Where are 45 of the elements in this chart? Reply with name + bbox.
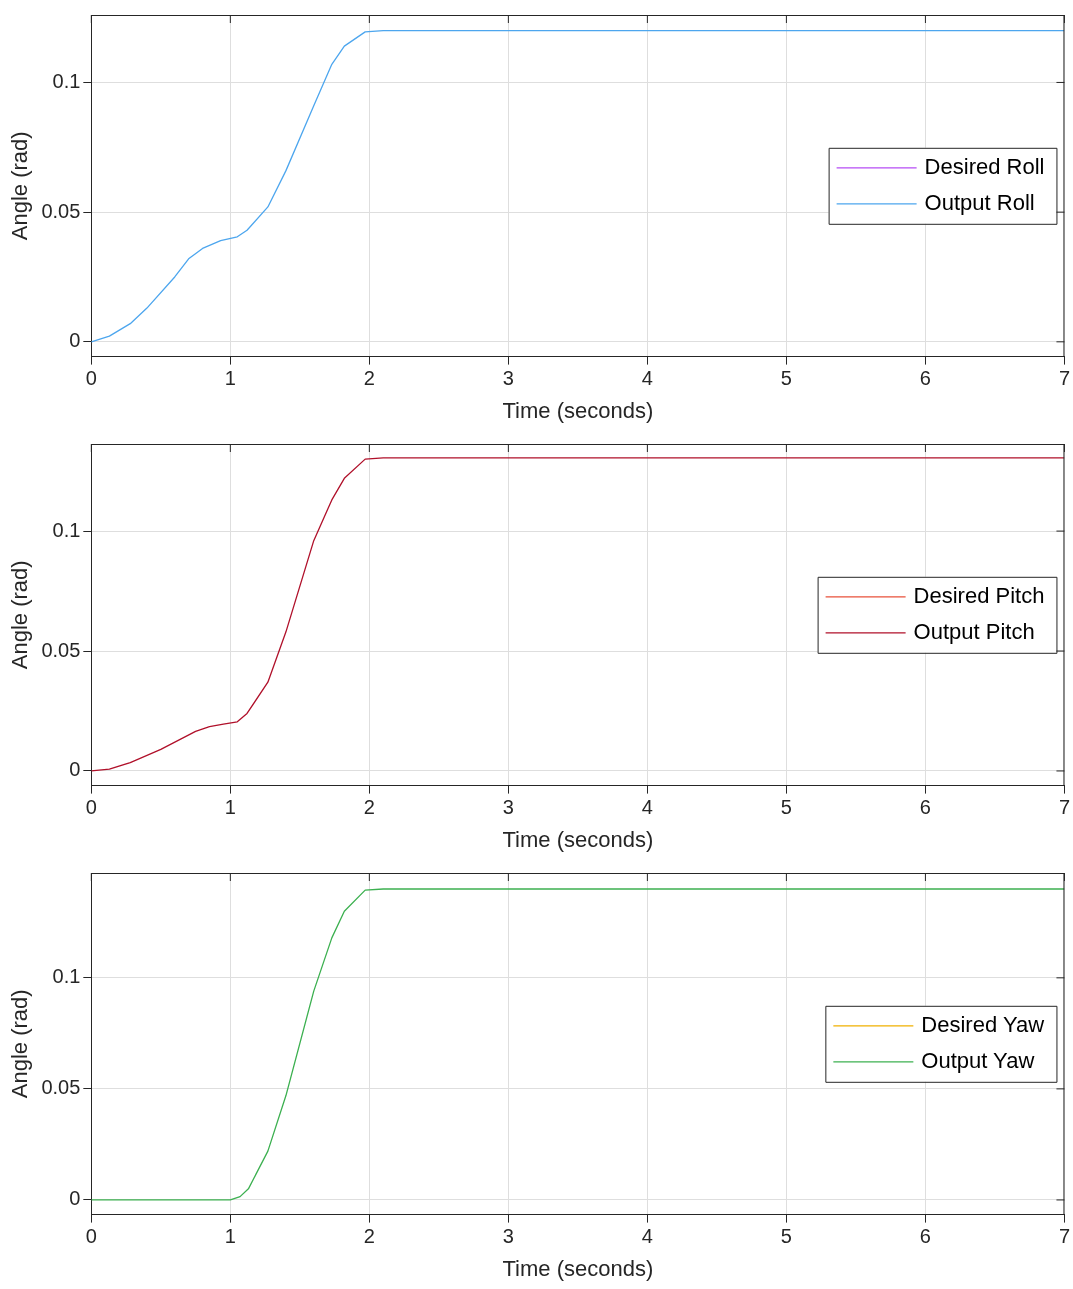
x-tick-label: 2 xyxy=(363,1225,375,1248)
y-axis-title: Angle (rad) xyxy=(7,131,33,241)
x-tick-label: 7 xyxy=(1058,367,1070,390)
x-tick-label: 4 xyxy=(641,796,653,819)
x-tick-label: 3 xyxy=(502,1225,514,1248)
x-tick-label: 1 xyxy=(224,796,236,819)
x-tick-label: 4 xyxy=(641,367,653,390)
x-tick-label: 2 xyxy=(363,367,375,390)
y-axis-title: Angle (rad) xyxy=(7,560,33,670)
x-tick-label: 3 xyxy=(502,796,514,819)
legend-label: Desired Yaw xyxy=(921,1011,1045,1037)
y-tick-label: 0 xyxy=(69,758,81,781)
legend-label: Output Pitch xyxy=(913,618,1035,644)
x-tick-label: 6 xyxy=(919,1225,931,1248)
x-tick-label: 7 xyxy=(1058,1225,1070,1248)
x-tick-label: 5 xyxy=(780,367,792,390)
x-axis-title: Time (seconds) xyxy=(502,826,654,852)
x-tick-label: 0 xyxy=(85,1225,97,1248)
legend-label: Desired Roll xyxy=(924,153,1045,179)
x-tick-label: 0 xyxy=(85,796,97,819)
y-tick-label: 0 xyxy=(69,1187,81,1210)
legend-label: Output Roll xyxy=(924,189,1035,215)
x-tick-label: 4 xyxy=(641,1225,653,1248)
y-tick-label: 0.05 xyxy=(41,1076,81,1099)
x-tick-label: 1 xyxy=(224,367,236,390)
x-tick-label: 5 xyxy=(780,1225,792,1248)
x-tick-label: 6 xyxy=(919,367,931,390)
y-tick-label: 0.05 xyxy=(41,638,81,661)
x-axis-title: Time (seconds) xyxy=(502,397,654,423)
x-tick-label: 0 xyxy=(85,367,97,390)
y-tick-label: 0.1 xyxy=(52,965,81,988)
x-tick-label: 1 xyxy=(224,1225,236,1248)
x-tick-label: 2 xyxy=(363,796,375,819)
legend-label: Desired Pitch xyxy=(913,582,1045,608)
legend-label: Output Yaw xyxy=(921,1047,1035,1073)
x-axis-title: Time (seconds) xyxy=(502,1255,654,1281)
y-tick-label: 0.1 xyxy=(52,518,81,541)
x-tick-label: 3 xyxy=(502,367,514,390)
y-tick-label: 0 xyxy=(69,329,81,352)
x-tick-label: 7 xyxy=(1058,796,1070,819)
x-tick-label: 5 xyxy=(780,796,792,819)
y-axis-title: Angle (rad) xyxy=(7,989,33,1099)
y-tick-label: 0.1 xyxy=(52,69,81,92)
y-tick-label: 0.05 xyxy=(41,199,81,222)
x-tick-label: 6 xyxy=(919,796,931,819)
